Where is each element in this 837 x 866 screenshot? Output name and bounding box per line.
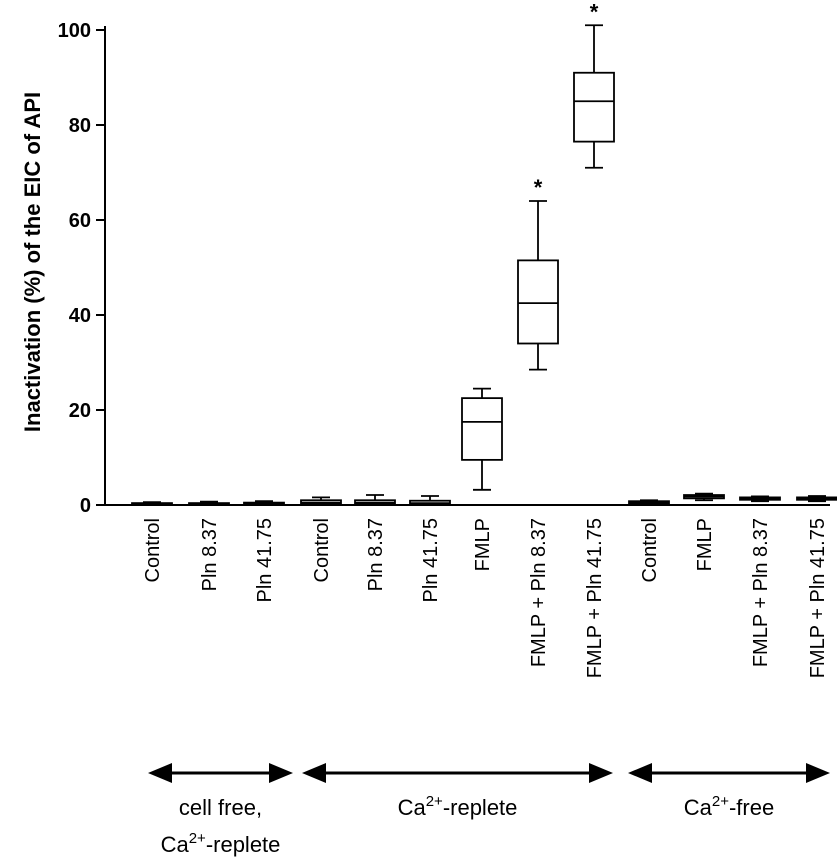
- y-tick-label: 0: [80, 495, 91, 517]
- ion-symbol: Ca: [398, 795, 427, 820]
- category-label: Pln 8.37: [365, 518, 387, 591]
- box-3: [243, 500, 285, 506]
- box-9: *: [573, 0, 615, 169]
- y-tick-label: 20: [69, 400, 91, 422]
- ion-charge: 2+: [426, 793, 443, 810]
- iqr-box: [517, 259, 559, 345]
- group-label: Ca2+-replete: [161, 830, 281, 857]
- y-tick-label: 40: [69, 305, 91, 327]
- ion-suffix: -replete: [206, 832, 281, 857]
- box-10: [628, 499, 670, 505]
- category-label: Pln 41.75: [420, 518, 442, 603]
- arrow-head-left: [302, 763, 326, 783]
- group-label: Ca2+-replete: [398, 793, 518, 820]
- category-label: Control: [142, 518, 164, 582]
- box-1: [131, 501, 173, 506]
- category-label: FMLP + Pln 8.37: [528, 518, 550, 667]
- group-label: cell free,: [179, 795, 262, 820]
- category-label: Pln 8.37: [199, 518, 221, 591]
- category-label: FMLP + Pln 41.75: [584, 518, 606, 678]
- category-label: FMLP: [694, 518, 716, 571]
- arrow-head-right: [806, 763, 830, 783]
- box-13: [796, 495, 837, 503]
- significance-marker: *: [590, 0, 599, 24]
- y-axis-label: Inactivation (%) of the EIC of API: [20, 92, 45, 432]
- category-label: FMLP + Pln 8.37: [750, 518, 772, 667]
- box-series: **: [131, 0, 837, 506]
- box-5: [354, 494, 396, 506]
- arrow-head-left: [628, 763, 652, 783]
- group-arrow-3: [628, 763, 830, 783]
- arrow-head-right: [589, 763, 613, 783]
- box-8: *: [517, 175, 559, 371]
- category-label: Control: [639, 518, 661, 582]
- category-label: FMLP: [472, 518, 494, 571]
- category-label: Pln 41.75: [254, 518, 276, 603]
- ion-suffix: -replete: [443, 795, 518, 820]
- ion-charge: 2+: [712, 793, 729, 810]
- y-tick-label: 80: [69, 115, 91, 137]
- box-12: [739, 495, 781, 503]
- arrow-head-left: [148, 763, 172, 783]
- group-label: Ca2+-free: [684, 793, 774, 820]
- ion-charge: 2+: [189, 830, 206, 847]
- category-label: FMLP + Pln 41.75: [807, 518, 829, 678]
- arrow-head-right: [269, 763, 293, 783]
- iqr-box: [461, 397, 503, 461]
- ion-symbol: Ca: [684, 795, 713, 820]
- box-4: [300, 496, 342, 506]
- group-arrow-2: [302, 763, 613, 783]
- significance-marker: *: [534, 175, 543, 200]
- ion-symbol: Ca: [161, 832, 190, 857]
- group-arrow-1: [148, 763, 293, 783]
- box-6: [409, 495, 451, 506]
- box-11: [683, 492, 725, 502]
- box-7: [461, 387, 503, 491]
- y-tick-label: 60: [69, 210, 91, 232]
- box-2: [188, 500, 230, 506]
- ion-suffix: -free: [729, 795, 774, 820]
- category-label: Control: [311, 518, 333, 582]
- y-ticks: 0 20 40 60 80 100: [58, 20, 105, 517]
- category-labels: Control Pln 8.37 Pln 41.75 Control Pln 8.37 P…: [142, 518, 829, 678]
- iqr-box: [573, 71, 615, 143]
- y-tick-label: 100: [58, 20, 91, 42]
